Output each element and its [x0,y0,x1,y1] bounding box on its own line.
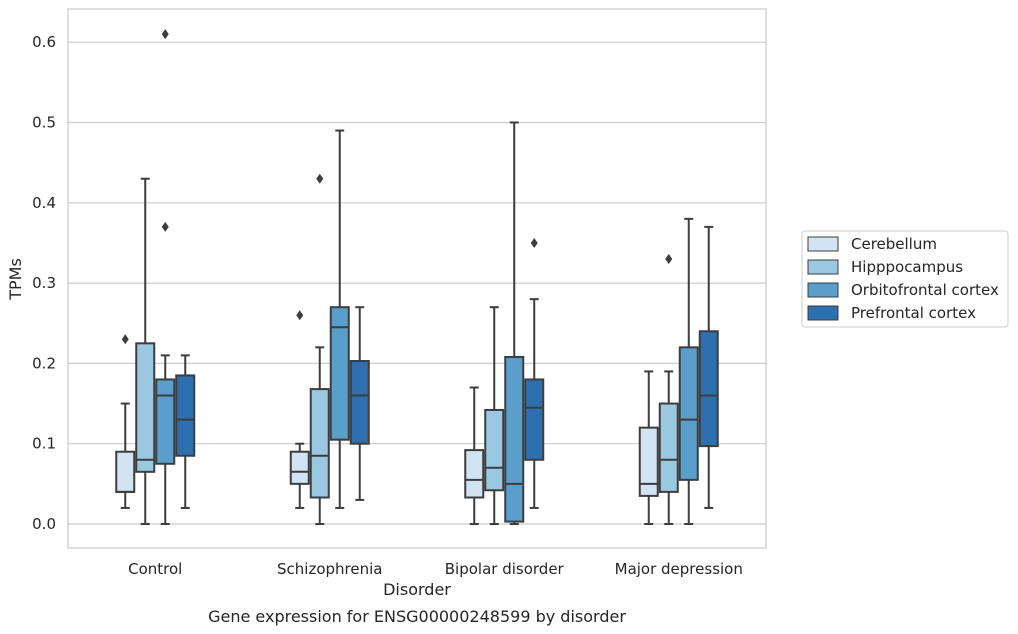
y-axis-label: TPMs [6,258,25,301]
box-2-2 [504,121,525,525]
legend-swatch [807,305,839,321]
box-0-2 [155,29,176,525]
box-body [464,449,485,499]
legend-label: Hipppocampus [851,258,963,276]
x-tick-label: Major depression [615,560,743,578]
outlier-point [665,254,673,265]
x-tick-label: Schizophrenia [277,560,382,578]
x-tick-label: Bipolar disorder [445,560,565,578]
box-body [349,359,370,445]
box-body [115,450,136,493]
box-3-3 [698,225,719,509]
box-body [658,402,679,493]
y-tick-label: 0.2 [32,354,56,372]
legend-swatch [807,236,839,252]
x-tick-label: Control [128,560,182,578]
box-body [329,306,350,441]
box-body [504,355,525,523]
boxes [115,29,719,525]
box-3-1 [658,254,679,525]
box-body [175,374,196,457]
box-3-0 [638,370,659,525]
box-1-2 [329,129,350,509]
y-tick-label: 0.5 [32,114,56,132]
box-body [135,342,156,473]
outlier-point [161,29,169,40]
box-0-1 [135,177,156,525]
box-body [678,346,699,481]
x-axis-ticks: Control Schizophrenia Bipolar disorder Majo… [128,560,743,578]
x-axis-label: Disorder [383,580,451,599]
outlier-point [316,173,324,184]
box-body [698,330,719,448]
y-axis-ticks: 0.0 0.1 0.2 0.3 0.4 0.5 0.6 [32,33,56,533]
y-tick-label: 0.0 [32,515,56,533]
y-tick-label: 0.3 [32,274,56,292]
box-1-0 [289,310,310,509]
box-3-2 [678,217,699,525]
legend-swatch [807,282,839,298]
box-0-3 [175,354,196,509]
plot-area-frame [67,8,767,549]
box-body [309,388,330,499]
box-body [524,378,545,461]
legend-label: Orbitofrontal cortex [851,281,999,299]
outlier-point [161,221,169,232]
box-2-0 [464,386,485,525]
y-tick-label: 0.1 [32,435,56,453]
outlier-point [296,310,304,321]
chart-title: Gene expression for ENSG00000248599 by d… [208,607,626,626]
outlier-point [530,237,538,248]
box-body [638,426,659,497]
legend-swatch [807,259,839,275]
outlier-point [121,334,129,345]
box-body [155,378,176,465]
legend-label: Cerebellum [851,235,937,253]
box-1-3 [349,306,370,501]
box-0-0 [115,334,136,509]
legend-frame [801,230,1009,328]
box-2-1 [484,306,505,525]
box-2-3 [524,237,545,509]
box-body [289,450,310,485]
legend: Cerebellum Hipppocampus Orbitofrontal cort… [801,230,1009,328]
legend-label: Prefrontal cortex [851,304,976,322]
box-body [484,408,505,492]
y-tick-label: 0.4 [32,194,56,212]
box-1-1 [309,173,330,525]
y-tick-label: 0.6 [32,33,56,51]
